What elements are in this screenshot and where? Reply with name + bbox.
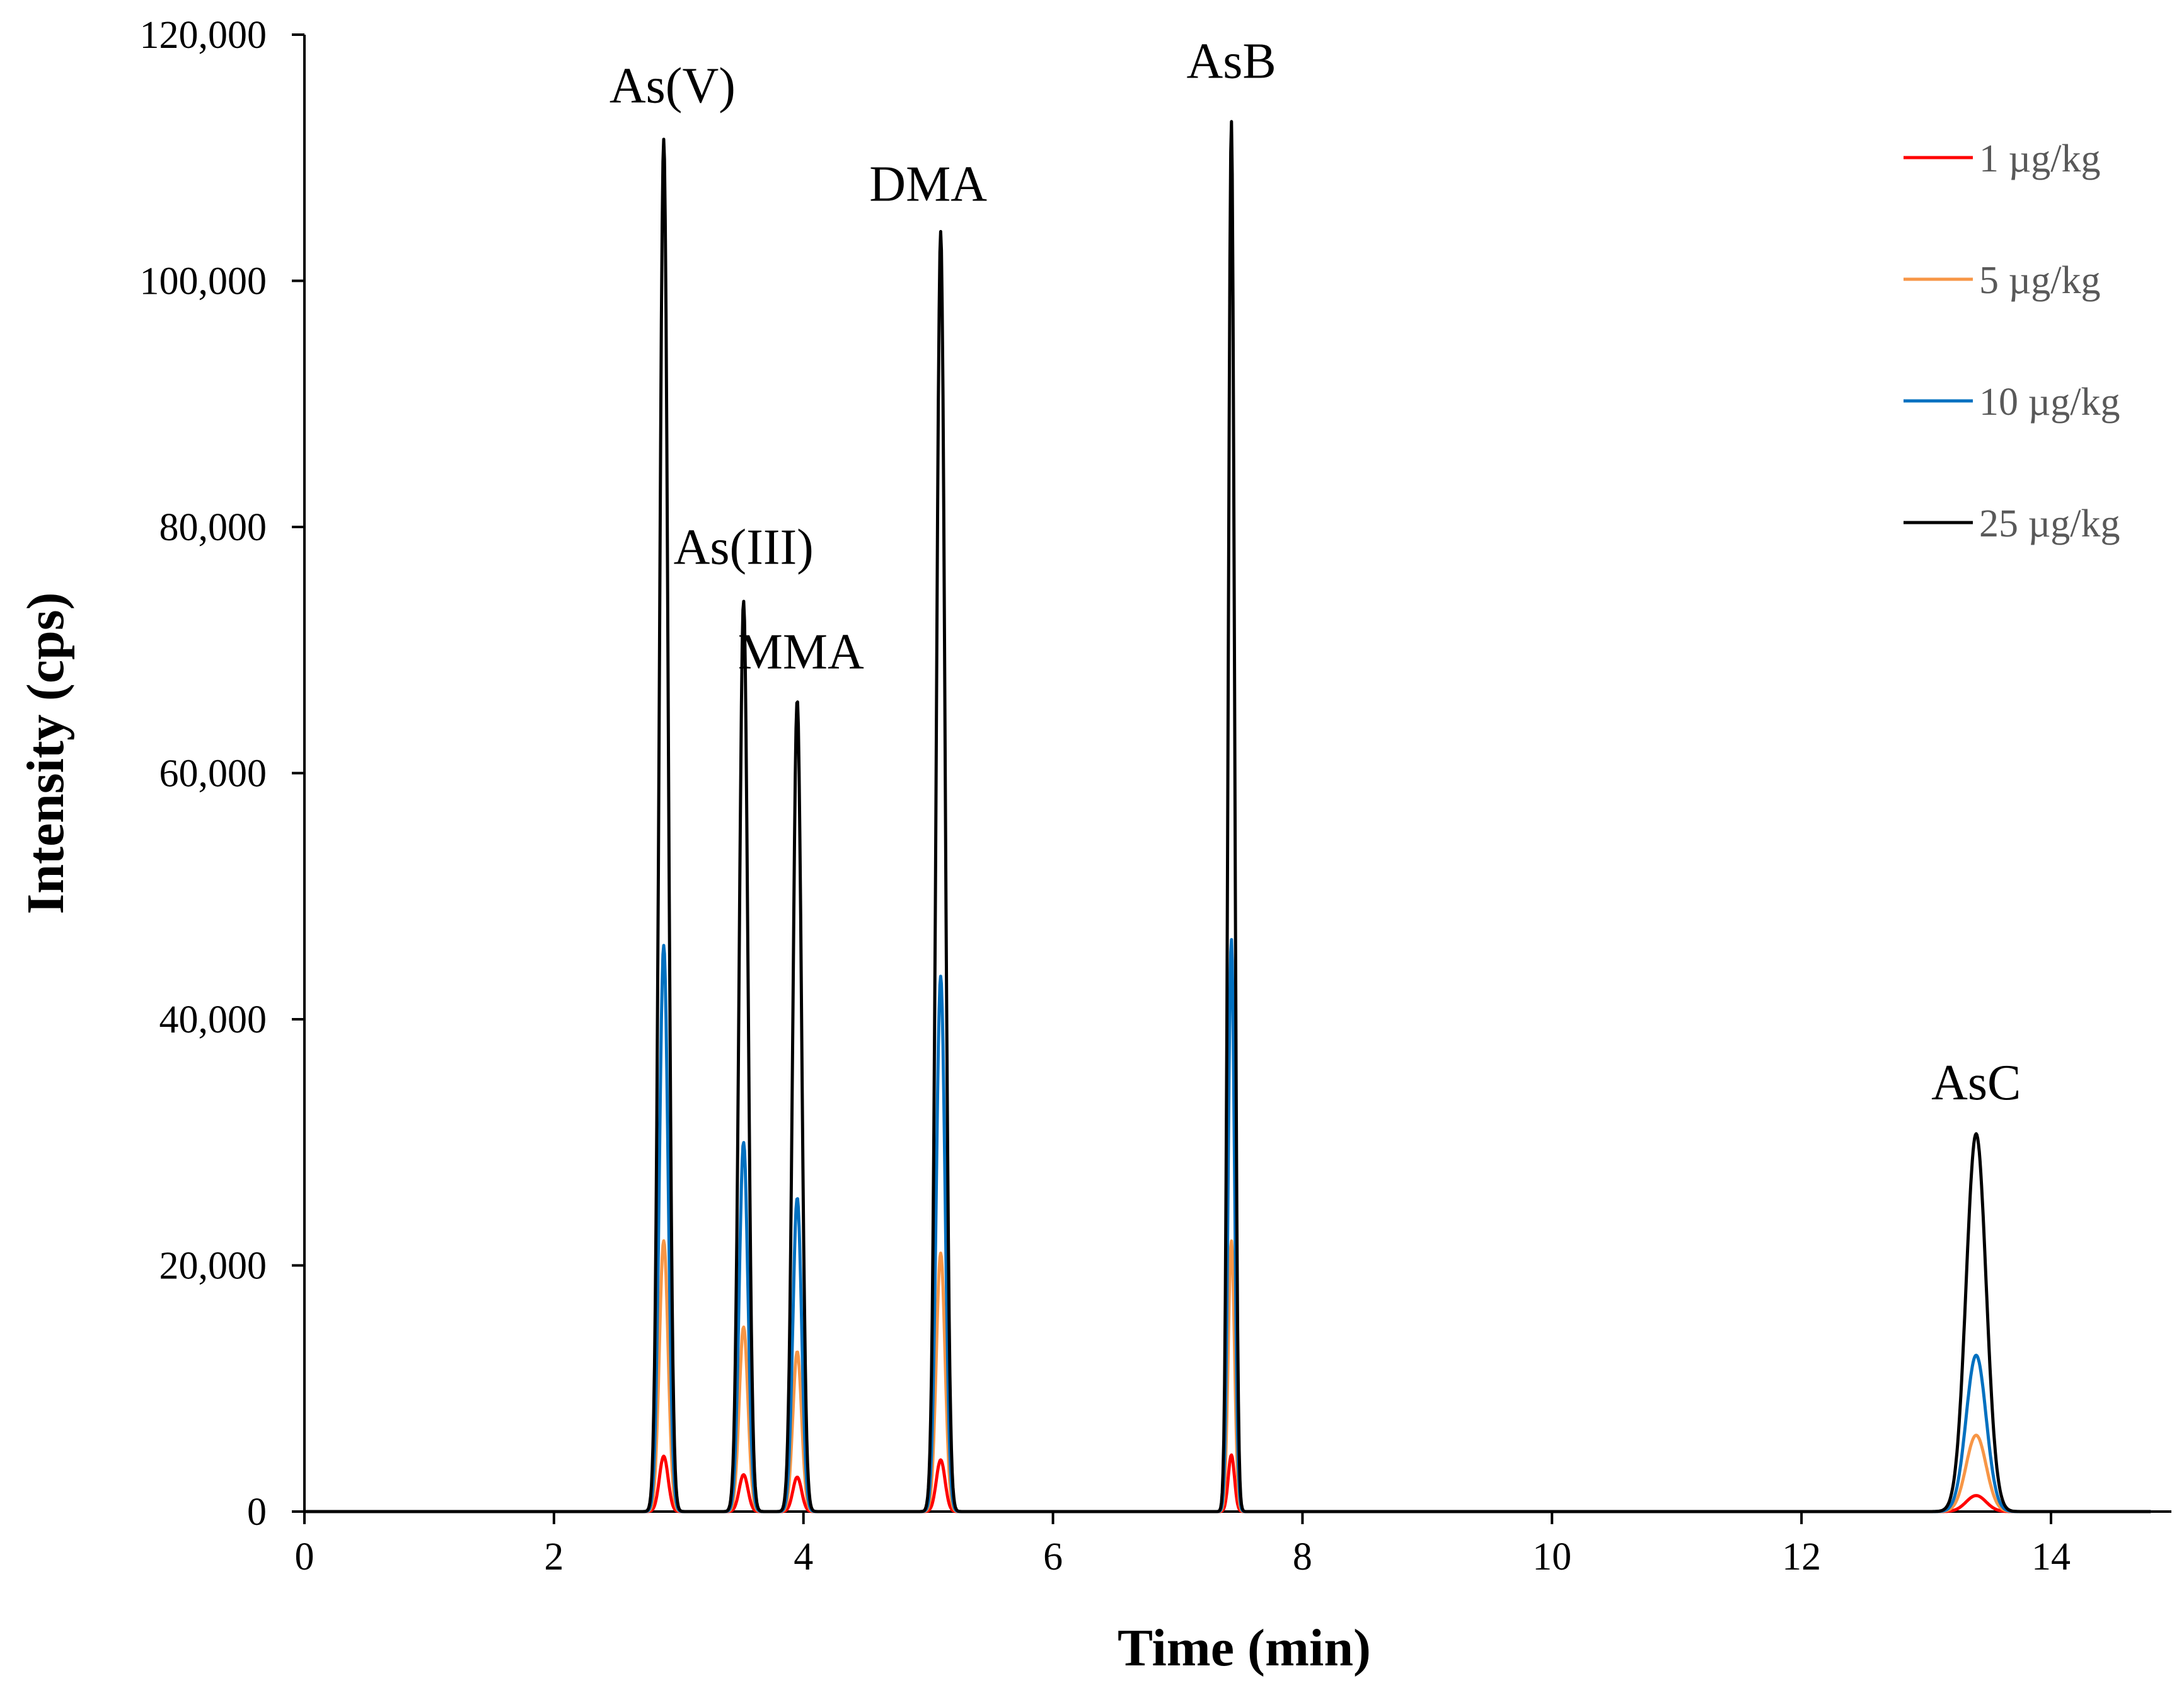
y-tick-label: 0 [247,1491,267,1534]
legend-label: 25 µg/kg [1979,502,2120,545]
x-tick-label: 10 [1532,1536,1571,1578]
x-axis-title: Time (min) [1118,1619,1371,1677]
y-tick-label: 100,000 [140,260,267,303]
y-tick-label: 40,000 [159,998,267,1041]
x-tick-label: 4 [794,1536,813,1578]
x-tick-label: 8 [1293,1536,1312,1578]
series-line [303,1453,2152,1513]
peak-annotations: As(V) As(III) MMA DMA AsB AsC [610,33,2021,1111]
peak-label: AsB [1186,33,1276,89]
x-tick-label: 12 [1782,1536,1821,1578]
peak-label: MMA [738,625,864,680]
peak-label: AsC [1931,1055,2021,1111]
peak-label: As(V) [610,58,736,113]
legend-label: 1 µg/kg [1979,137,2100,180]
y-axis-title: Intensity (cps) [16,592,75,914]
y-tick-label: 60,000 [159,753,267,795]
x-tick-label: 0 [295,1536,315,1578]
legend-label: 5 µg/kg [1979,259,2100,302]
peak-label: As(III) [674,520,814,576]
y-tick-label: 120,000 [140,14,267,57]
legend: 1 µg/kg 5 µg/kg 10 µg/kg 25 µg/kg [1904,137,2120,545]
series-lines [303,120,2152,1513]
legend-label: 10 µg/kg [1979,381,2120,424]
axes: 0 2 4 6 8 10 12 14 0 20,000 40,000 60,000 80,000 100,… [140,14,2171,1578]
y-tick-label: 20,000 [159,1245,267,1288]
x-tick-label: 14 [2031,1536,2071,1578]
series-line [303,120,2152,1513]
x-tick-label: 6 [1043,1536,1063,1578]
y-tick-label: 80,000 [159,506,267,549]
x-tick-label: 2 [544,1536,563,1578]
peak-label: DMA [869,157,987,212]
